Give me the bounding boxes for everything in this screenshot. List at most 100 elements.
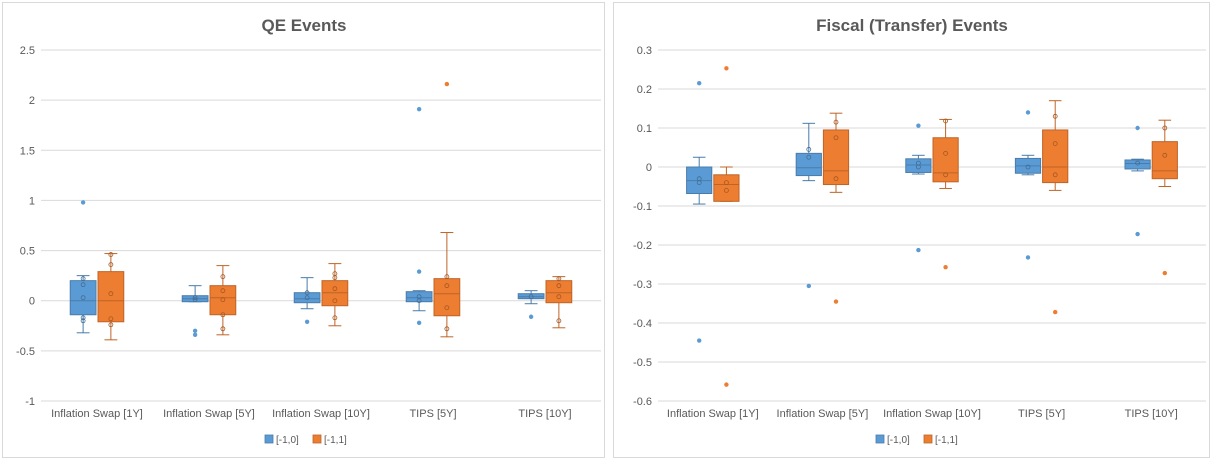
inner-point bbox=[220, 288, 226, 294]
inner-point bbox=[1052, 172, 1058, 178]
box-window-1-1 bbox=[209, 265, 237, 336]
outlier-point bbox=[696, 338, 702, 343]
inner-point bbox=[943, 150, 949, 156]
y-tick-label: 0.3 bbox=[637, 45, 652, 57]
box-iqr bbox=[405, 291, 433, 303]
outlier-point bbox=[943, 265, 948, 270]
inner-point bbox=[332, 286, 338, 292]
box-window-1-1 bbox=[932, 118, 959, 270]
inner-point bbox=[528, 294, 534, 300]
inner-point bbox=[416, 294, 422, 300]
x-category-label: TIPS [10Y] bbox=[518, 408, 571, 420]
inner-point bbox=[833, 119, 839, 125]
x-category-label: Inflation Swap [5Y] bbox=[777, 408, 869, 420]
inner-point bbox=[108, 291, 114, 297]
outlier-point bbox=[1025, 110, 1031, 115]
legend-label: [-1,0] bbox=[276, 435, 299, 446]
inner-point bbox=[1052, 113, 1058, 119]
y-tick-label: -0.1 bbox=[633, 201, 652, 213]
outlier-point bbox=[696, 80, 702, 86]
inner-point bbox=[1162, 152, 1168, 158]
box-iqr bbox=[209, 285, 237, 316]
box-iqr bbox=[905, 158, 932, 173]
outlier-point bbox=[724, 382, 729, 387]
outlier-point bbox=[192, 332, 198, 338]
box-window-1-1 bbox=[1042, 100, 1069, 315]
box-window-1-0 bbox=[1014, 110, 1042, 260]
box-window-1-0 bbox=[795, 122, 822, 289]
inner-point bbox=[304, 290, 310, 296]
inner-point bbox=[220, 326, 226, 332]
inner-point bbox=[108, 316, 114, 322]
y-tick-label: -0.5 bbox=[633, 357, 652, 369]
inner-point bbox=[108, 262, 114, 268]
inner-point bbox=[332, 315, 338, 321]
inner-point bbox=[915, 160, 921, 166]
x-category-label: Inflation Swap [10Y] bbox=[272, 408, 370, 420]
inner-point bbox=[833, 135, 839, 141]
inner-point bbox=[108, 252, 114, 257]
inner-point bbox=[444, 274, 450, 280]
box-window-1-1 bbox=[433, 81, 461, 338]
y-tick-label: 0 bbox=[29, 296, 35, 308]
box-window-1-1 bbox=[822, 112, 850, 304]
inner-point bbox=[556, 294, 562, 300]
box-window-1-0 bbox=[69, 200, 97, 334]
x-category-label: TIPS [10Y] bbox=[1125, 408, 1178, 420]
inner-point bbox=[80, 318, 86, 324]
outlier-point bbox=[416, 106, 422, 112]
x-category-label: Inflation Swap [1Y] bbox=[667, 408, 759, 420]
inner-point bbox=[833, 176, 839, 182]
box-window-1-1 bbox=[97, 252, 125, 341]
legend-label: [-1,0] bbox=[887, 435, 910, 446]
x-category-label: Inflation Swap [1Y] bbox=[51, 408, 143, 420]
outlier-point bbox=[80, 200, 86, 205]
outlier-point bbox=[916, 123, 921, 128]
inner-point bbox=[192, 295, 198, 301]
inner-point bbox=[1135, 160, 1140, 166]
outlier-point bbox=[724, 66, 729, 71]
outlier-point bbox=[833, 299, 839, 304]
chart-title: Fiscal (Transfer) Events bbox=[816, 16, 1008, 35]
legend: [-1,0] [-1,1] bbox=[875, 434, 958, 446]
outlier-point bbox=[416, 320, 422, 325]
outlier-point bbox=[1135, 125, 1140, 131]
box-window-1-0 bbox=[905, 123, 932, 253]
inner-point bbox=[80, 315, 86, 321]
y-tick-label: 1 bbox=[29, 195, 35, 207]
outlier-point bbox=[416, 269, 422, 274]
box-window-1-1 bbox=[713, 66, 740, 387]
inner-point bbox=[220, 312, 226, 318]
box-window-1-0 bbox=[181, 285, 209, 338]
x-category-label: Inflation Swap [5Y] bbox=[163, 408, 255, 420]
chart-panel-fiscal: Fiscal (Transfer) Events -0.6 -0.5 -0.4 -0.… bbox=[613, 2, 1210, 458]
inner-point bbox=[556, 283, 562, 289]
box-iqr bbox=[1042, 129, 1069, 184]
legend-swatch bbox=[264, 434, 274, 444]
box-iqr bbox=[321, 280, 349, 307]
inner-point bbox=[556, 318, 562, 324]
box-window-1-0 bbox=[1124, 125, 1151, 237]
box-iqr bbox=[1151, 141, 1178, 180]
inner-point bbox=[943, 118, 949, 124]
x-category-label: Inflation Swap [10Y] bbox=[883, 408, 981, 420]
inner-point bbox=[304, 295, 310, 301]
y-tick-label: -0.4 bbox=[633, 318, 652, 330]
inner-point bbox=[806, 147, 812, 152]
y-tick-label: -0.6 bbox=[633, 396, 652, 408]
legend: [-1,0] [-1,1] bbox=[264, 434, 347, 446]
outlier-point bbox=[1025, 255, 1031, 260]
y-tick-label: 0.2 bbox=[637, 84, 652, 96]
box-iqr bbox=[822, 129, 850, 186]
qe-chart-svg: QE Events -1 -0.5 0 0.5 1 1.5 2 2.5 Inflation Sw… bbox=[16, 16, 601, 446]
outlier-point bbox=[1162, 270, 1168, 276]
fiscal-chart-svg: Fiscal (Transfer) Events -0.6 -0.5 -0.4 -0.… bbox=[633, 16, 1206, 446]
y-tick-label: 0.1 bbox=[637, 123, 652, 135]
y-tick-label: 2.5 bbox=[20, 45, 35, 57]
inner-point bbox=[80, 282, 86, 288]
y-tick-label: -1 bbox=[25, 396, 35, 408]
y-tick-label: 0.5 bbox=[20, 246, 35, 258]
box-iqr bbox=[932, 137, 959, 183]
box-window-1-1 bbox=[321, 263, 349, 327]
inner-point bbox=[806, 154, 812, 160]
